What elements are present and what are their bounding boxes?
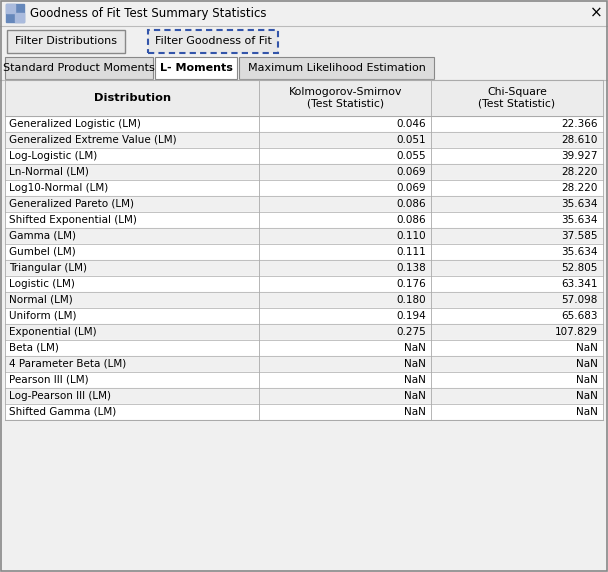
Text: NaN: NaN xyxy=(404,343,426,353)
Bar xyxy=(5,80,603,116)
Text: Exponential (LM): Exponential (LM) xyxy=(9,327,97,337)
Text: Log-Logistic (LM): Log-Logistic (LM) xyxy=(9,151,97,161)
Text: 0.194: 0.194 xyxy=(396,311,426,321)
Text: 0.051: 0.051 xyxy=(396,135,426,145)
Text: 35.634: 35.634 xyxy=(562,247,598,257)
Text: ×: × xyxy=(590,6,603,21)
Text: Gamma (LM): Gamma (LM) xyxy=(9,231,76,241)
Text: Log-Pearson III (LM): Log-Pearson III (LM) xyxy=(9,391,111,401)
Text: NaN: NaN xyxy=(576,407,598,417)
Bar xyxy=(5,260,603,276)
Text: Filter Distributions: Filter Distributions xyxy=(15,37,117,46)
Bar xyxy=(15,13,24,22)
Bar xyxy=(7,30,125,53)
Text: Maximum Likelihood Estimation: Maximum Likelihood Estimation xyxy=(247,63,426,73)
Text: 0.069: 0.069 xyxy=(396,167,426,177)
Bar xyxy=(5,308,603,324)
Text: 22.366: 22.366 xyxy=(562,119,598,129)
Text: 0.086: 0.086 xyxy=(396,199,426,209)
Bar xyxy=(0,57,608,81)
Text: NaN: NaN xyxy=(576,391,598,401)
Text: NaN: NaN xyxy=(404,391,426,401)
Bar xyxy=(5,356,603,372)
Text: 0.275: 0.275 xyxy=(396,327,426,337)
Text: 0.055: 0.055 xyxy=(396,151,426,161)
Bar xyxy=(5,388,603,404)
Text: Gumbel (LM): Gumbel (LM) xyxy=(9,247,76,257)
Text: 0.046: 0.046 xyxy=(396,119,426,129)
Text: 65.683: 65.683 xyxy=(562,311,598,321)
Text: 107.829: 107.829 xyxy=(555,327,598,337)
Text: Goodness of Fit Test Summary Statistics: Goodness of Fit Test Summary Statistics xyxy=(30,6,266,19)
Text: 57.098: 57.098 xyxy=(562,295,598,305)
Bar xyxy=(6,4,24,22)
Text: Log10-Normal (LM): Log10-Normal (LM) xyxy=(9,183,108,193)
Text: 63.341: 63.341 xyxy=(562,279,598,289)
Text: 0.111: 0.111 xyxy=(396,247,426,257)
FancyBboxPatch shape xyxy=(148,30,278,53)
Bar xyxy=(5,196,603,212)
Bar xyxy=(5,164,603,180)
Text: 35.634: 35.634 xyxy=(562,199,598,209)
Text: Shifted Exponential (LM): Shifted Exponential (LM) xyxy=(9,215,137,225)
Text: L- Moments: L- Moments xyxy=(159,63,232,73)
Text: Kolmogorov-Smirnov
(Test Statistic): Kolmogorov-Smirnov (Test Statistic) xyxy=(288,87,402,109)
Text: Ln-Normal (LM): Ln-Normal (LM) xyxy=(9,167,89,177)
Bar xyxy=(0,0,608,26)
Text: Generalized Pareto (LM): Generalized Pareto (LM) xyxy=(9,199,134,209)
Text: NaN: NaN xyxy=(404,375,426,385)
Bar xyxy=(5,116,603,132)
Text: 52.805: 52.805 xyxy=(562,263,598,273)
Bar xyxy=(5,292,603,308)
Bar xyxy=(5,340,603,356)
Text: 0.110: 0.110 xyxy=(396,231,426,241)
Text: Filter Goodness of Fit: Filter Goodness of Fit xyxy=(154,37,271,46)
Text: NaN: NaN xyxy=(576,359,598,369)
Text: 28.220: 28.220 xyxy=(562,183,598,193)
Text: NaN: NaN xyxy=(576,343,598,353)
FancyBboxPatch shape xyxy=(155,57,237,79)
Text: 28.220: 28.220 xyxy=(562,167,598,177)
FancyBboxPatch shape xyxy=(7,30,125,53)
Bar xyxy=(5,80,603,420)
Text: 0.069: 0.069 xyxy=(396,183,426,193)
Text: 0.180: 0.180 xyxy=(396,295,426,305)
Bar xyxy=(5,132,603,148)
Text: NaN: NaN xyxy=(404,359,426,369)
Bar xyxy=(5,212,603,228)
Text: NaN: NaN xyxy=(576,375,598,385)
Text: Generalized Logistic (LM): Generalized Logistic (LM) xyxy=(9,119,141,129)
Text: 0.086: 0.086 xyxy=(396,215,426,225)
Text: 35.634: 35.634 xyxy=(562,215,598,225)
Text: Standard Product Moments: Standard Product Moments xyxy=(3,63,155,73)
Text: 0.138: 0.138 xyxy=(396,263,426,273)
Text: Pearson III (LM): Pearson III (LM) xyxy=(9,375,89,385)
Text: 37.585: 37.585 xyxy=(562,231,598,241)
Bar xyxy=(5,228,603,244)
Text: Chi-Square
(Test Statistic): Chi-Square (Test Statistic) xyxy=(478,87,556,109)
Bar xyxy=(5,180,603,196)
FancyBboxPatch shape xyxy=(239,57,434,79)
Bar xyxy=(5,404,603,420)
Bar xyxy=(5,324,603,340)
Text: Distribution: Distribution xyxy=(94,93,171,103)
Text: Beta (LM): Beta (LM) xyxy=(9,343,59,353)
Text: 39.927: 39.927 xyxy=(562,151,598,161)
Bar xyxy=(6,4,15,13)
Text: Uniform (LM): Uniform (LM) xyxy=(9,311,77,321)
Text: Shifted Gamma (LM): Shifted Gamma (LM) xyxy=(9,407,116,417)
FancyBboxPatch shape xyxy=(5,57,153,79)
Text: 0.176: 0.176 xyxy=(396,279,426,289)
Text: Logistic (LM): Logistic (LM) xyxy=(9,279,75,289)
Text: NaN: NaN xyxy=(404,407,426,417)
Text: Generalized Extreme Value (LM): Generalized Extreme Value (LM) xyxy=(9,135,177,145)
Bar xyxy=(5,372,603,388)
Text: 4 Parameter Beta (LM): 4 Parameter Beta (LM) xyxy=(9,359,126,369)
Bar xyxy=(5,244,603,260)
Text: 28.610: 28.610 xyxy=(562,135,598,145)
Text: Normal (LM): Normal (LM) xyxy=(9,295,73,305)
Text: Triangular (LM): Triangular (LM) xyxy=(9,263,87,273)
Bar xyxy=(5,276,603,292)
Bar xyxy=(5,148,603,164)
